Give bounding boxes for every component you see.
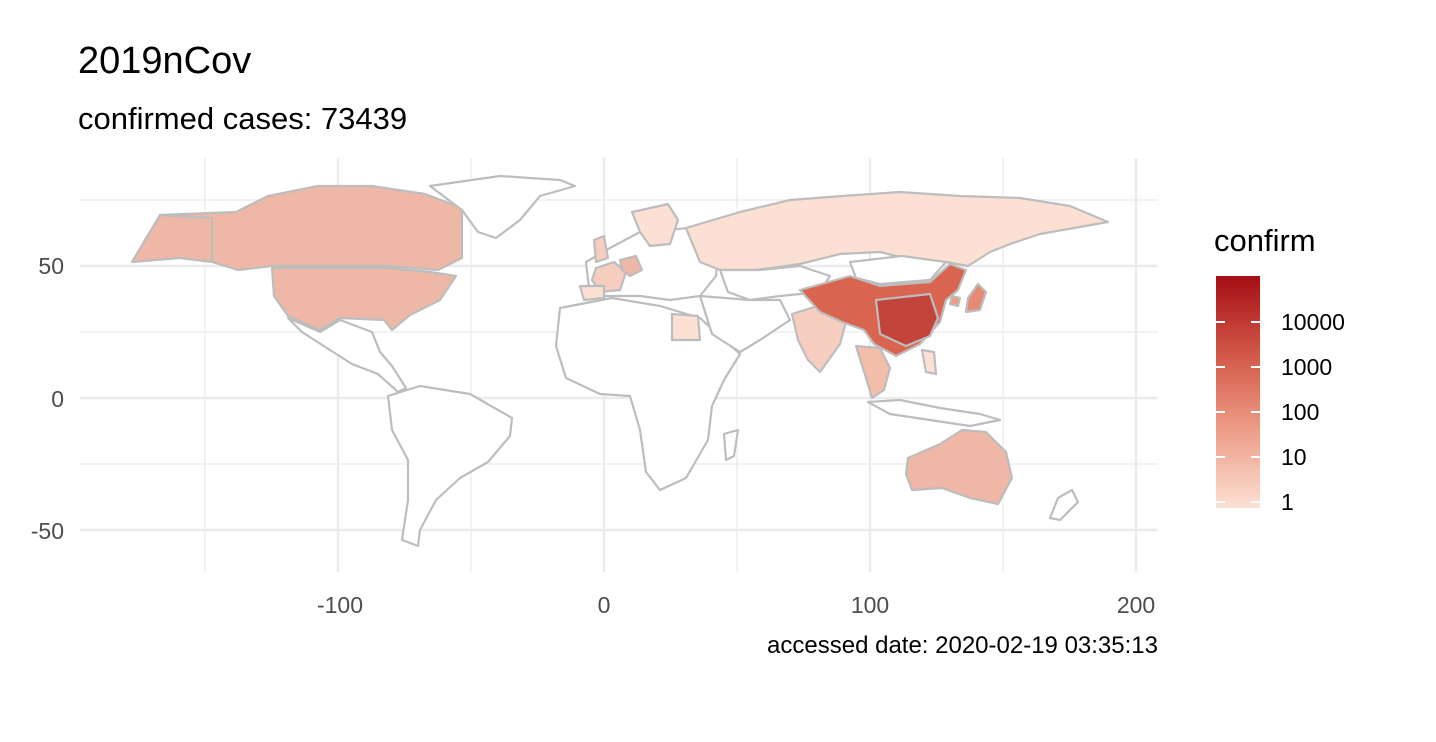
legend-title: confirm [1214, 223, 1316, 258]
legend-tick [1251, 366, 1260, 368]
region-middle-east [698, 294, 792, 354]
country-egypt [670, 312, 702, 342]
legend-tick [1216, 321, 1225, 323]
region-africa [554, 296, 742, 492]
x-tick-label: 200 [1116, 592, 1156, 618]
legend-tick [1216, 501, 1225, 503]
legend-label: 1000 [1281, 354, 1333, 380]
country-greenland [428, 174, 577, 240]
y-tick-label: -50 [30, 518, 64, 544]
legend-label: 10000 [1281, 309, 1345, 335]
x-tick-label: 100 [850, 592, 890, 618]
country-new-zealand [1048, 488, 1080, 522]
legend-tick [1216, 456, 1225, 458]
region-china-east [874, 292, 940, 348]
chart-caption: accessed date: 2020-02-19 03:35:13 [767, 632, 1158, 659]
legend-tick [1251, 411, 1260, 413]
legend-tick [1251, 321, 1260, 323]
country-spain [578, 284, 606, 302]
y-tick-label: 0 [51, 386, 64, 412]
legend-tick [1216, 411, 1225, 413]
legend-color-bar [1216, 276, 1260, 508]
country-madagascar [722, 428, 740, 462]
x-tick-label: 0 [597, 592, 611, 618]
region-south-america [386, 384, 514, 548]
x-tick-label: -100 [316, 592, 364, 618]
country-philippines [920, 348, 938, 376]
country-united-states [270, 266, 458, 332]
legend-label: 100 [1281, 399, 1320, 425]
region-indonesia [866, 398, 1002, 428]
y-tick-label: 50 [38, 253, 64, 279]
country-france [590, 260, 628, 294]
legend-tick [1251, 456, 1260, 458]
chart-subtitle: confirmed cases: 73439 [78, 101, 408, 136]
country-australia [904, 428, 1014, 506]
legend-label: 1 [1281, 489, 1294, 515]
country-alaska [130, 213, 214, 264]
country-mexico-central-america [286, 316, 408, 394]
region-southeast-asia [854, 344, 892, 400]
chart-title: 2019nCov [78, 40, 252, 82]
legend-label: 10 [1281, 444, 1307, 470]
legend-tick [1216, 366, 1225, 368]
country-shapes [130, 174, 1110, 548]
country-uk [592, 234, 610, 264]
country-germany [618, 254, 644, 278]
country-south-korea [948, 294, 962, 308]
country-russia [684, 190, 1110, 272]
legend-tick [1251, 501, 1260, 503]
country-scandinavia [630, 202, 680, 248]
country-japan [964, 282, 988, 314]
